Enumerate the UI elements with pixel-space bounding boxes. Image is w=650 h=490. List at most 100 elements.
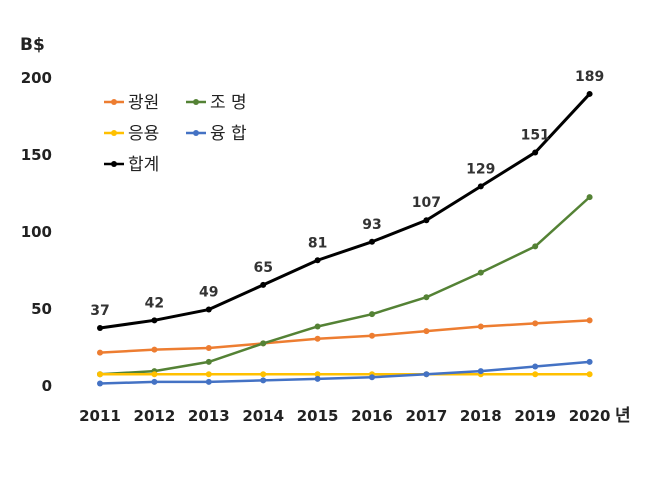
data-labels: 37 42 49 65 81 93 107 129 151 189 [90,69,604,319]
data-point [532,149,539,156]
data-label: 129 [466,161,495,177]
data-point [423,217,430,224]
y-tick-label: 200 [21,69,52,87]
legend-label: 합계 [128,155,159,175]
legend-swatch-marker [193,130,199,136]
data-point [151,371,158,378]
data-label: 42 [145,295,164,311]
data-point [205,345,212,352]
legend-item: 조 명 [186,93,247,113]
data-point [97,380,103,387]
data-point [97,371,103,378]
data-point [314,375,321,382]
series-조명 [97,194,593,378]
x-tick-label: 2016 [351,407,393,425]
x-tick-label: 2015 [297,407,339,425]
series-line [99,92,591,330]
legend-swatch-marker [111,130,117,136]
data-point [477,368,484,375]
x-axis-label: 년 [615,406,631,426]
data-point [477,323,484,330]
x-tick-label: 2017 [406,407,448,425]
data-point [151,378,158,385]
data-point [586,371,593,378]
data-point [314,371,321,378]
data-point [532,363,539,370]
data-point [151,346,158,353]
data-point [260,371,267,378]
legend-swatch-marker [111,99,117,105]
data-label: 189 [575,69,604,85]
data-point [423,328,430,335]
data-label: 93 [362,217,381,233]
data-point [97,349,103,356]
legend-label: 응용 [128,124,159,144]
series-line [99,319,590,354]
data-point [532,243,539,250]
x-tick-label: 2020 [569,407,611,425]
legend-item: 응용 [104,124,159,144]
data-label: 81 [308,235,327,251]
data-point [260,377,267,384]
legend-label: 광원 [128,93,159,113]
data-point [314,257,321,264]
series-line [99,196,591,376]
series-line [99,360,590,385]
data-point [205,378,212,385]
legend-swatch-marker [193,99,199,105]
data-point [369,332,375,339]
data-point [314,335,321,342]
data-point [423,294,430,301]
data-point [369,238,375,245]
data-point [260,340,267,347]
data-point [586,317,593,324]
legend-item: 합계 [104,155,159,175]
x-tick-label: 2018 [460,407,502,425]
legend-label: 융 합 [210,124,247,144]
y-tick-label: 50 [31,300,52,318]
data-point [369,311,375,318]
y-tick-label: 100 [21,223,52,241]
x-axis-ticks: 2011 2012 2013 2014 2015 2016 2017 2018 2019 2020 [79,407,610,425]
data-point [586,358,593,365]
series-광원 [97,317,593,356]
data-point [532,320,539,327]
data-point [477,269,484,276]
y-axis-label: B$ [20,35,45,55]
data-point [586,90,593,97]
data-label: 49 [199,285,218,301]
legend-item: 융 합 [186,124,247,144]
y-axis-ticks: 0 50 100 150 200 [21,69,52,395]
data-point [314,323,321,330]
data-point [205,371,212,378]
data-point [151,317,158,324]
y-tick-label: 0 [42,377,52,395]
series-합계 [97,90,593,332]
series-group [97,90,593,387]
legend-swatch-marker [111,161,117,167]
data-label: 151 [521,127,550,143]
data-point [477,183,484,190]
x-tick-label: 2011 [79,407,121,425]
data-point [369,374,375,381]
series-응용 [97,371,593,378]
data-point [532,371,539,378]
x-tick-label: 2012 [134,407,176,425]
data-label: 65 [253,260,272,276]
data-point [205,358,212,365]
data-point [586,194,593,201]
y-tick-label: 150 [21,146,52,164]
series-융합 [97,358,593,387]
data-point [97,325,103,332]
data-point [205,306,212,313]
data-label: 107 [412,195,441,211]
legend-label: 조 명 [210,93,247,113]
data-point [423,371,430,378]
x-tick-label: 2014 [242,407,284,425]
data-point [260,281,267,288]
data-label: 37 [90,303,109,319]
legend-item: 광원 [104,93,159,113]
legend: 광원 조 명응용 융 합합계 [104,93,247,175]
x-tick-label: 2019 [514,407,556,425]
